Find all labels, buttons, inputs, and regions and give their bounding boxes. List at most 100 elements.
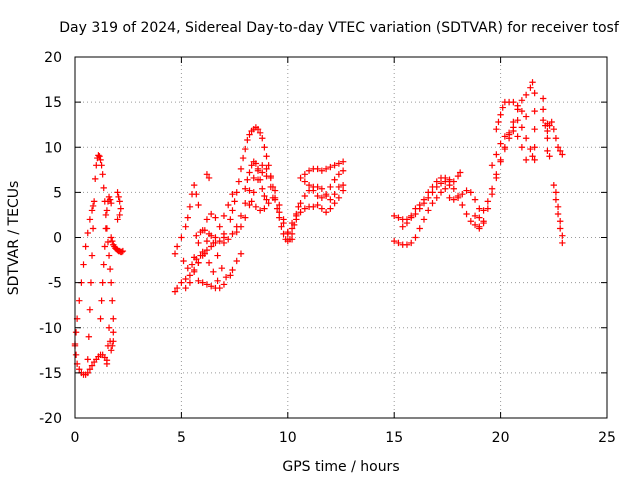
data-point-marker [391, 212, 398, 220]
data-point-marker [395, 239, 402, 247]
y-axis-tick-labels: -20 -15 -10 -5 0 5 10 15 20 [39, 50, 62, 427]
data-point-marker [244, 136, 251, 144]
data-point-marker [99, 279, 106, 286]
y-tick-label: -5 [48, 276, 62, 292]
data-point-marker [522, 113, 530, 120]
data-point-marker [105, 324, 113, 331]
data-point-marker [210, 268, 217, 275]
data-point-marker [559, 239, 566, 247]
data-point-marker [107, 200, 115, 207]
data-point-marker [288, 236, 296, 243]
data-point-marker [229, 207, 236, 214]
data-point-marker [510, 118, 517, 126]
data-point-marker [301, 192, 309, 200]
data-point-marker [450, 185, 457, 192]
data-point-marker [97, 156, 104, 164]
data-point-marker [237, 165, 245, 173]
data-point-marker [552, 135, 560, 142]
grid [75, 57, 607, 418]
data-point-marker [539, 106, 547, 113]
data-point-marker [310, 187, 317, 194]
data-point-marker [544, 147, 551, 155]
data-point-marker [501, 145, 509, 153]
data-point-marker [322, 209, 330, 216]
data-point-marker [178, 279, 185, 286]
data-point-marker [476, 214, 483, 221]
data-point-marker [117, 205, 124, 212]
data-point-marker [229, 266, 236, 274]
data-point-marker [531, 89, 538, 97]
data-point-marker [322, 165, 330, 173]
data-point-marker [522, 135, 530, 142]
data-point-marker [104, 238, 112, 246]
data-point-marker [246, 201, 253, 209]
data-point-marker [263, 172, 270, 180]
data-point-marker [173, 284, 181, 292]
data-point-marker [269, 194, 277, 201]
data-point-marker [233, 257, 240, 265]
data-point-marker [339, 181, 347, 189]
data-point-marker [92, 175, 99, 183]
data-point-marker [314, 201, 321, 209]
data-point-marker [278, 223, 285, 230]
data-point-marker [239, 154, 247, 162]
data-point-marker [216, 223, 223, 230]
data-point-marker [327, 183, 334, 191]
data-point-marker [446, 178, 453, 185]
data-point-marker [476, 225, 483, 232]
data-point-marker [227, 272, 234, 279]
data-point-marker [107, 347, 115, 354]
data-point-marker [237, 212, 245, 220]
data-point-marker [531, 144, 538, 151]
data-point-marker [84, 229, 91, 237]
y-tick-label: -20 [39, 411, 62, 427]
data-point-marker [514, 102, 521, 109]
y-tick-label: 0 [53, 231, 62, 247]
data-point-marker [216, 237, 223, 245]
data-point-marker [190, 268, 198, 275]
data-point-marker [248, 162, 255, 169]
data-point-marker [89, 225, 97, 232]
data-point-marker [203, 171, 211, 178]
data-point-marker [72, 329, 80, 336]
data-point-marker [116, 198, 123, 205]
data-point-marker [425, 207, 432, 214]
data-point-marker [259, 169, 266, 176]
data-point-marker [505, 135, 513, 142]
data-point-marker [188, 261, 196, 268]
data-point-marker [518, 107, 526, 115]
data-point-marker [495, 118, 502, 126]
data-point-marker [556, 218, 564, 225]
data-point-marker [107, 279, 115, 286]
data-point-marker [237, 223, 245, 230]
data-point-marker [109, 342, 116, 349]
data-point-marker [207, 283, 215, 290]
data-point-marker [493, 174, 500, 182]
data-point-marker [433, 178, 440, 185]
data-point-marker [246, 169, 253, 176]
data-point-marker [559, 151, 566, 158]
data-point-marker [195, 201, 202, 209]
data-point-marker [214, 277, 221, 285]
data-point-marker [395, 214, 402, 221]
data-point-marker [84, 356, 91, 363]
data-point-marker [425, 189, 432, 196]
data-point-marker [203, 246, 211, 254]
data-point-marker [214, 252, 221, 259]
data-point-marker [416, 201, 423, 209]
data-point-marker [297, 209, 304, 216]
data-point-marker [318, 194, 326, 201]
data-point-marker [531, 107, 538, 115]
data-point-marker [276, 214, 283, 221]
data-point-marker [544, 127, 551, 135]
data-point-marker [212, 214, 219, 221]
data-point-marker [297, 174, 304, 182]
data-point-marker [80, 261, 87, 268]
data-point-marker [471, 212, 479, 220]
data-point-marker [556, 147, 564, 155]
data-point-marker [310, 203, 317, 211]
data-point-marker [76, 366, 83, 373]
data-point-marker [420, 196, 428, 203]
data-point-marker [493, 126, 500, 133]
